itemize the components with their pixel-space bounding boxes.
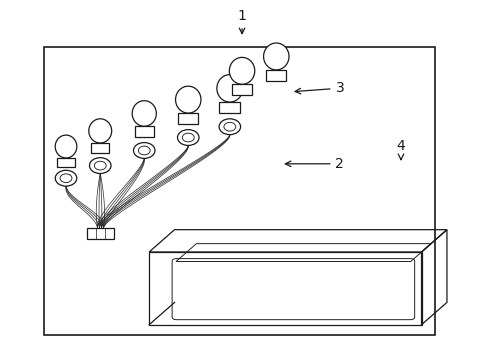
- Ellipse shape: [216, 75, 243, 102]
- Ellipse shape: [229, 57, 254, 84]
- Circle shape: [138, 146, 150, 155]
- Circle shape: [89, 158, 111, 174]
- FancyBboxPatch shape: [134, 126, 154, 137]
- Circle shape: [224, 122, 235, 131]
- FancyBboxPatch shape: [178, 113, 198, 124]
- Text: 4: 4: [396, 139, 405, 159]
- Circle shape: [219, 119, 240, 135]
- Circle shape: [94, 161, 106, 170]
- FancyBboxPatch shape: [265, 70, 286, 81]
- Ellipse shape: [55, 135, 77, 158]
- FancyBboxPatch shape: [91, 143, 109, 153]
- Text: 3: 3: [295, 81, 344, 95]
- Ellipse shape: [263, 43, 288, 70]
- FancyBboxPatch shape: [219, 102, 240, 113]
- FancyBboxPatch shape: [57, 158, 75, 167]
- Text: 1: 1: [237, 9, 246, 33]
- Bar: [87, 228, 114, 239]
- Ellipse shape: [132, 101, 156, 126]
- Circle shape: [177, 130, 199, 145]
- FancyBboxPatch shape: [231, 84, 252, 95]
- Ellipse shape: [175, 86, 201, 113]
- Ellipse shape: [89, 119, 111, 143]
- Circle shape: [60, 174, 72, 183]
- Text: 2: 2: [285, 157, 344, 171]
- Bar: [44, 47, 434, 335]
- Circle shape: [55, 170, 77, 186]
- Circle shape: [182, 133, 194, 142]
- Circle shape: [133, 143, 155, 158]
